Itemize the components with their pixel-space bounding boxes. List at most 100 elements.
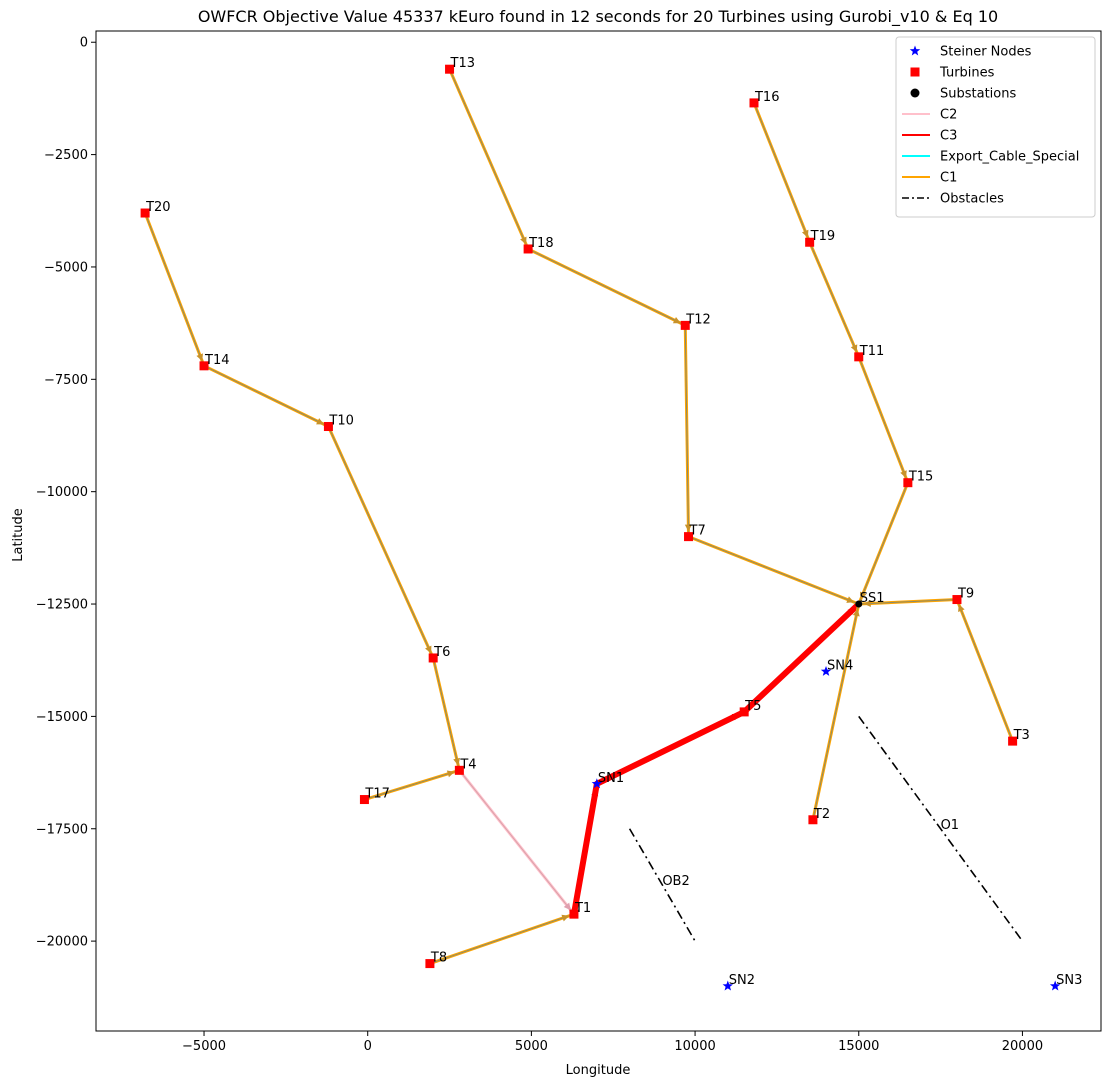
cable-C1-T7-SS1-arrow	[846, 596, 855, 603]
y-tick-label: 0	[80, 36, 88, 51]
y-tick-label: −15000	[36, 710, 88, 725]
legend-entry-turbines-marker	[910, 67, 920, 77]
obstacles-layer: O1 OB2	[628, 715, 1024, 942]
legend-entry-steiner-nodes-marker	[909, 45, 921, 56]
x-tick-label: 15000	[838, 1039, 879, 1054]
turbine-label-T18: T18	[528, 236, 553, 251]
turbine-label-T9: T9	[957, 587, 974, 602]
turbine-label-T3: T3	[1013, 728, 1030, 743]
steiner-label-SN3: SN3	[1056, 973, 1082, 988]
cable-C1-T16-T19-core	[753, 102, 811, 243]
turbine-label-T1: T1	[574, 901, 591, 916]
chart-title: OWFCR Objective Value 45337 kEuro found …	[198, 7, 998, 27]
legend-entry-export-cable-special-label: Export_Cable_Special	[940, 150, 1079, 165]
turbine-label-T17: T17	[364, 787, 389, 802]
legend-entry-steiner-nodes-label: Steiner Nodes	[940, 45, 1032, 60]
x-tick-label: 0	[364, 1039, 372, 1054]
y-tick-label: −2500	[44, 148, 88, 163]
legend-entry-turbines-label: Turbines	[939, 66, 995, 81]
turbine-label-T19: T19	[810, 229, 835, 244]
cable-C1-T20-T14-arrow	[196, 353, 203, 362]
obstacle-label-O1: O1	[941, 818, 960, 833]
cable-C1-T6-T4-core	[432, 657, 460, 771]
cable-C1-T14-T10-arrow	[316, 418, 324, 425]
cable-C1-T14-T10-core	[203, 365, 329, 427]
y-tick-label: −7500	[44, 373, 88, 388]
turbine-label-T10: T10	[328, 414, 353, 429]
cable-C1-T17-T4-core	[364, 769, 460, 801]
cable-C3-T1-SN1	[570, 780, 600, 918]
turbine-marker-T20	[140, 208, 150, 218]
turbine-marker-T15	[903, 478, 913, 488]
steiner-marker-SN1	[591, 778, 603, 789]
obstacle-line-OB2	[628, 828, 696, 942]
cable-C1-T17-T4-arrow	[446, 770, 455, 778]
turbine-marker-T18	[523, 244, 533, 254]
turbine-marker-T17	[359, 795, 369, 805]
obstacle-line-O1	[858, 715, 1024, 942]
turbine-marker-T8	[425, 959, 435, 969]
turbine-marker-T1	[569, 909, 579, 919]
legend-entry-substations-label: Substations	[940, 87, 1016, 102]
turbine-label-T11: T11	[859, 344, 884, 359]
y-axis-label: Latitude	[11, 508, 26, 562]
node-labels-layer: T1 T2 T3 T4 T5 T6 T7 T8 T9 T10 T11 T12 T13 T14 T15 T16 T…	[145, 56, 1082, 988]
axes-layer: −5000 0 5000 10000 15000 20000 0 −2500 −5000 −750…	[36, 30, 1102, 1054]
legend-entry-c1-label: C1	[940, 171, 957, 186]
cable-C1-T10-T6-core	[327, 426, 434, 659]
cable-C1-T11-T15-arrow	[900, 470, 907, 479]
cable-C1-T6-T4-arrow	[453, 757, 461, 766]
cable-C1-T3-T9-arrow	[958, 604, 965, 612]
cable-C1-T8-T1-core	[429, 913, 575, 965]
x-tick-label: −5000	[182, 1039, 226, 1054]
cable-C2-T4-T1-core	[458, 770, 575, 915]
cable-C1-T15-SS1-core	[858, 482, 909, 605]
turbine-marker-T19	[805, 237, 815, 247]
cable-C3-SN1-T5	[593, 708, 748, 787]
nodes-layer	[140, 64, 1061, 991]
steiner-marker-SN2	[722, 980, 734, 991]
turbine-label-T8: T8	[430, 951, 447, 966]
cable-C1-T19-T11-core	[809, 242, 860, 358]
cable-C1-T16-T19-arrow	[801, 229, 809, 238]
turbine-label-T20: T20	[145, 200, 170, 215]
cable-C3-T1-SN1-arrow	[591, 788, 599, 797]
y-tick-label: −17500	[36, 822, 88, 837]
turbine-marker-T6	[428, 653, 438, 663]
x-tick-label: 5000	[515, 1039, 548, 1054]
cable-C1-T9-SS1-arrow	[863, 599, 871, 607]
legend-entry-obstacles-label: Obstacles	[940, 192, 1004, 207]
cable-C2-T4-T1-arrow	[563, 902, 571, 911]
turbine-marker-T9	[952, 595, 962, 605]
y-tick-label: −12500	[36, 598, 88, 613]
cable-C1-T2-SS1-core	[812, 603, 860, 820]
turbine-marker-T3	[1008, 736, 1018, 746]
cable-C1-T10-T6-arrow	[425, 645, 432, 654]
turbine-marker-T12	[680, 320, 690, 330]
cable-C1-T18-T12-arrow	[672, 316, 681, 324]
turbine-marker-T10	[323, 422, 333, 432]
legend: Steiner Nodes Turbines Substations C2 C3 Expo…	[895, 36, 1096, 218]
turbine-marker-T14	[199, 361, 209, 371]
cable-C3-T5-SS1-arrow	[847, 607, 856, 615]
turbine-label-T16: T16	[754, 90, 779, 105]
legend-entry-c3-label: C3	[940, 129, 957, 144]
turbine-label-T12: T12	[685, 312, 710, 327]
substation-marker-SS1	[855, 600, 863, 608]
legend-entry-substations-marker	[910, 88, 920, 98]
y-tick-label: −10000	[36, 485, 88, 500]
cables-layer	[143, 68, 1015, 966]
turbine-marker-T16	[749, 98, 759, 108]
steiner-label-SN4: SN4	[827, 658, 853, 673]
x-tick-label: 20000	[1002, 1039, 1043, 1054]
turbine-marker-T7	[684, 532, 694, 542]
cable-C1-T11-T15-core	[858, 356, 909, 483]
turbine-label-T6: T6	[433, 645, 450, 660]
turbine-label-T5: T5	[744, 699, 761, 714]
x-axis-label: Longitude	[566, 1063, 631, 1078]
steiner-label-SN1: SN1	[598, 771, 624, 786]
cable-C1-T9-SS1-core	[858, 599, 957, 605]
cable-C1-T3-T9-core	[956, 599, 1014, 742]
cable-C3-T5-SS1	[741, 601, 862, 715]
